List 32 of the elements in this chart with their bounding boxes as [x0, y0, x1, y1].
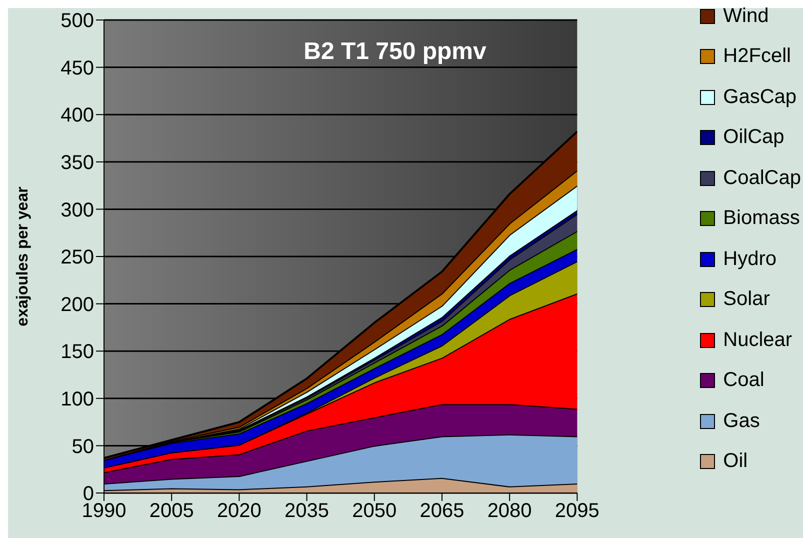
legend-label: GasCap — [723, 86, 797, 109]
y-tick-label: 50 — [72, 436, 94, 458]
legend-label: Gas — [723, 410, 760, 433]
legend-label: Nuclear — [723, 328, 792, 352]
x-tick-label: 1990 — [82, 500, 126, 522]
legend-label: OilCap — [723, 126, 784, 150]
x-tick-label: 2020 — [216, 500, 262, 522]
text: B2 T1 750 ppmv — [302, 38, 488, 66]
y-tick-label: 400 — [60, 104, 94, 127]
x-tick-label: 2005 — [149, 500, 194, 522]
x-tick-label: 2095 — [554, 500, 600, 522]
x-tick-label: 2080 — [487, 500, 532, 522]
y-axis-title: exajoules per year — [14, 186, 32, 326]
y-tick-label: 450 — [60, 57, 94, 80]
legend-label: CoalCap — [723, 166, 801, 190]
y-tick-label: 350 — [60, 152, 94, 174]
legend-label: Coal — [723, 369, 764, 392]
y-tick-label: 500 — [60, 10, 94, 32]
legend-label: Oil — [723, 450, 748, 474]
y-tick-label: 300 — [60, 199, 94, 222]
x-tick-label: 2050 — [352, 500, 397, 522]
legend-label: Biomass — [723, 207, 800, 230]
y-tick-label: 100 — [60, 388, 94, 410]
legend-label: Hydro — [723, 248, 777, 271]
x-tick-label: 2065 — [420, 500, 464, 522]
legend-label: H2Fcell — [723, 45, 791, 68]
legend-label: Solar — [723, 288, 770, 312]
y-tick-label: 200 — [60, 294, 94, 316]
legend-label: Wind — [723, 4, 769, 28]
x-tick-label: 2035 — [284, 500, 330, 522]
y-tick-label: 250 — [60, 246, 94, 269]
y-tick-label: 150 — [60, 341, 94, 364]
